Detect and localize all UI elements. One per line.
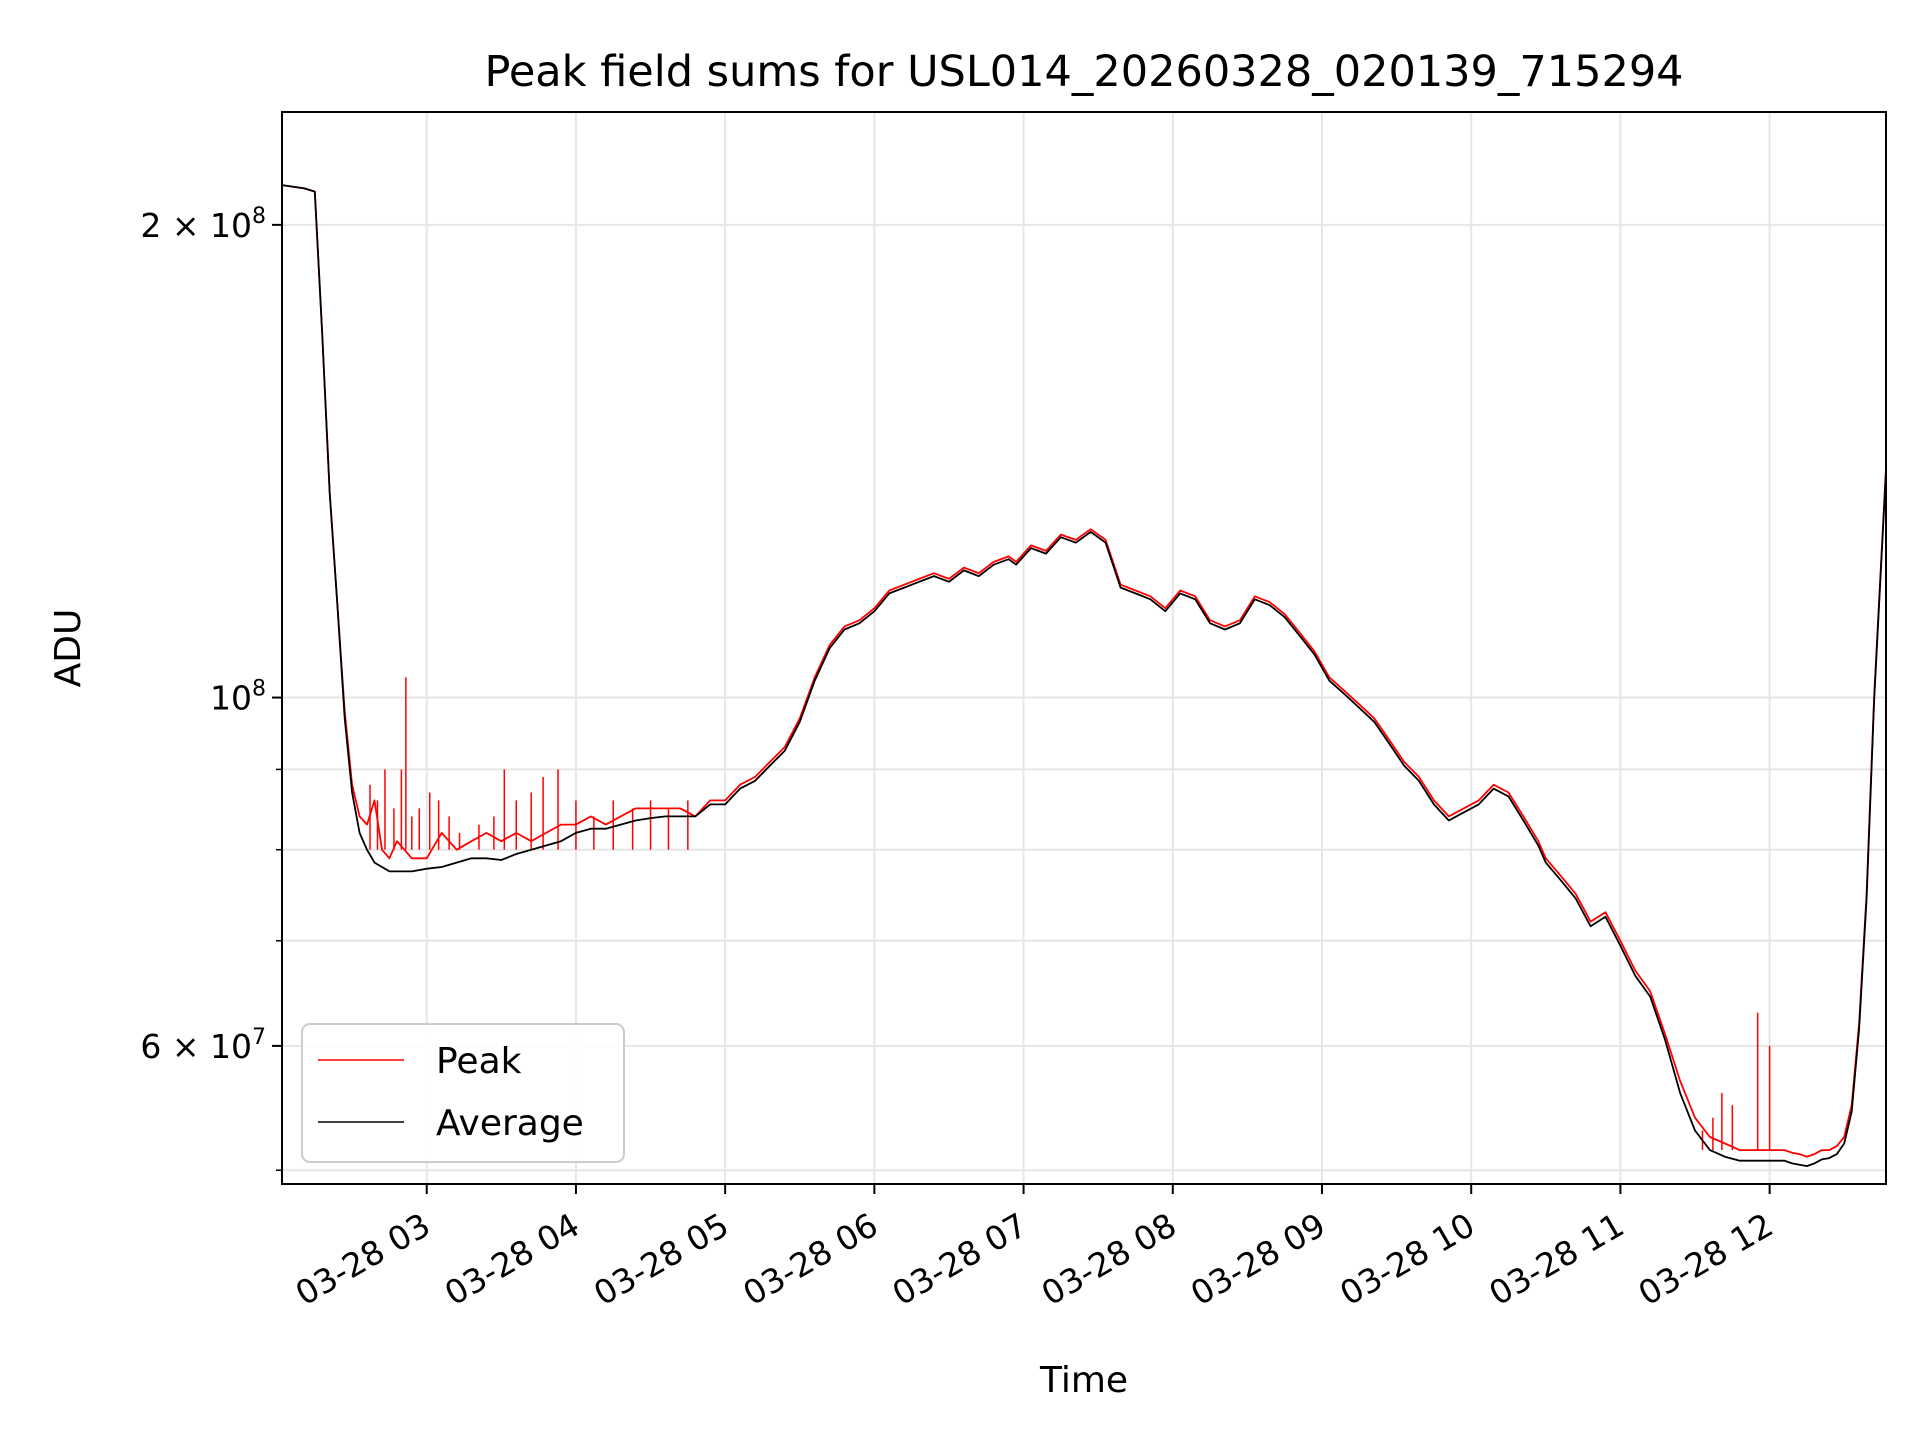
series-line-peak [281,184,1887,1158]
x-tick-label: 03-28 11 [1482,1205,1630,1313]
x-tick-label: 03-28 04 [438,1205,586,1313]
x-axis-label: Time [1039,1360,1128,1401]
x-tick-label: 03-28 06 [736,1205,884,1313]
legend-label-average: Average [436,1103,584,1144]
x-tick-label: 03-28 03 [289,1205,437,1313]
x-tick-label: 03-28 05 [587,1205,735,1313]
series-line-average [281,184,1887,1167]
x-tick-label: 03-28 12 [1632,1205,1780,1313]
legend: Peak Average [301,1023,625,1163]
x-tick-label: 03-28 08 [1035,1205,1183,1313]
x-tick-label: 03-28 10 [1333,1205,1481,1313]
y-axis-label: ADU [48,609,89,688]
legend-label-peak: Peak [436,1041,522,1082]
series-layer [281,184,1887,1167]
y-tick-label: 108 [210,677,266,718]
y-tick-label: 6 × 107 [140,1025,266,1066]
y-tick-label: 2 × 108 [140,204,266,245]
x-tick-label: 03-28 09 [1184,1205,1332,1313]
x-tick-label: 03-28 07 [886,1205,1034,1313]
plot-frame [281,111,1887,1185]
legend-box [301,1023,625,1163]
chart-title: Peak field sums for USL014_20260328_0201… [484,47,1683,97]
